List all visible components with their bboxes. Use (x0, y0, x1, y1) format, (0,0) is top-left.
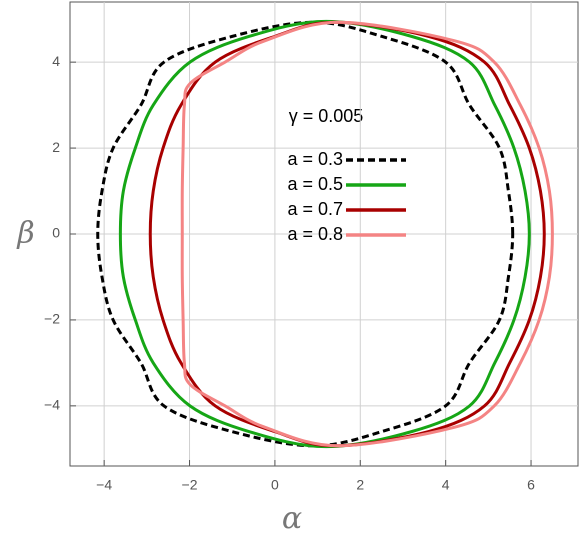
x-tick-label: −4 (96, 477, 112, 493)
y-tick-label: 2 (52, 139, 60, 155)
y-tick-label: 4 (52, 53, 60, 69)
x-axis-label: α (282, 501, 302, 536)
x-tick-label: −2 (182, 477, 198, 493)
legend-label: a = 0.5 (287, 174, 343, 194)
legend-label: a = 0.7 (287, 199, 343, 219)
y-tick-label: −2 (44, 311, 60, 327)
x-tick-label: 2 (356, 477, 364, 493)
legend-label: a = 0.3 (287, 149, 343, 169)
annotation: γ = 0.005 (289, 106, 364, 126)
y-tick-label: 0 (52, 225, 60, 241)
x-tick-label: 4 (442, 477, 450, 493)
shadow-curve (118, 19, 531, 449)
y-axis-label: β (16, 216, 34, 251)
x-tick-label: 6 (527, 477, 535, 493)
y-tick-label: −4 (44, 397, 60, 413)
shadow-curve (148, 20, 546, 448)
legend-label: a = 0.8 (287, 224, 343, 244)
shadow-curve (180, 20, 554, 448)
x-tick-label: 0 (271, 477, 279, 493)
shadow-curve (96, 20, 515, 448)
